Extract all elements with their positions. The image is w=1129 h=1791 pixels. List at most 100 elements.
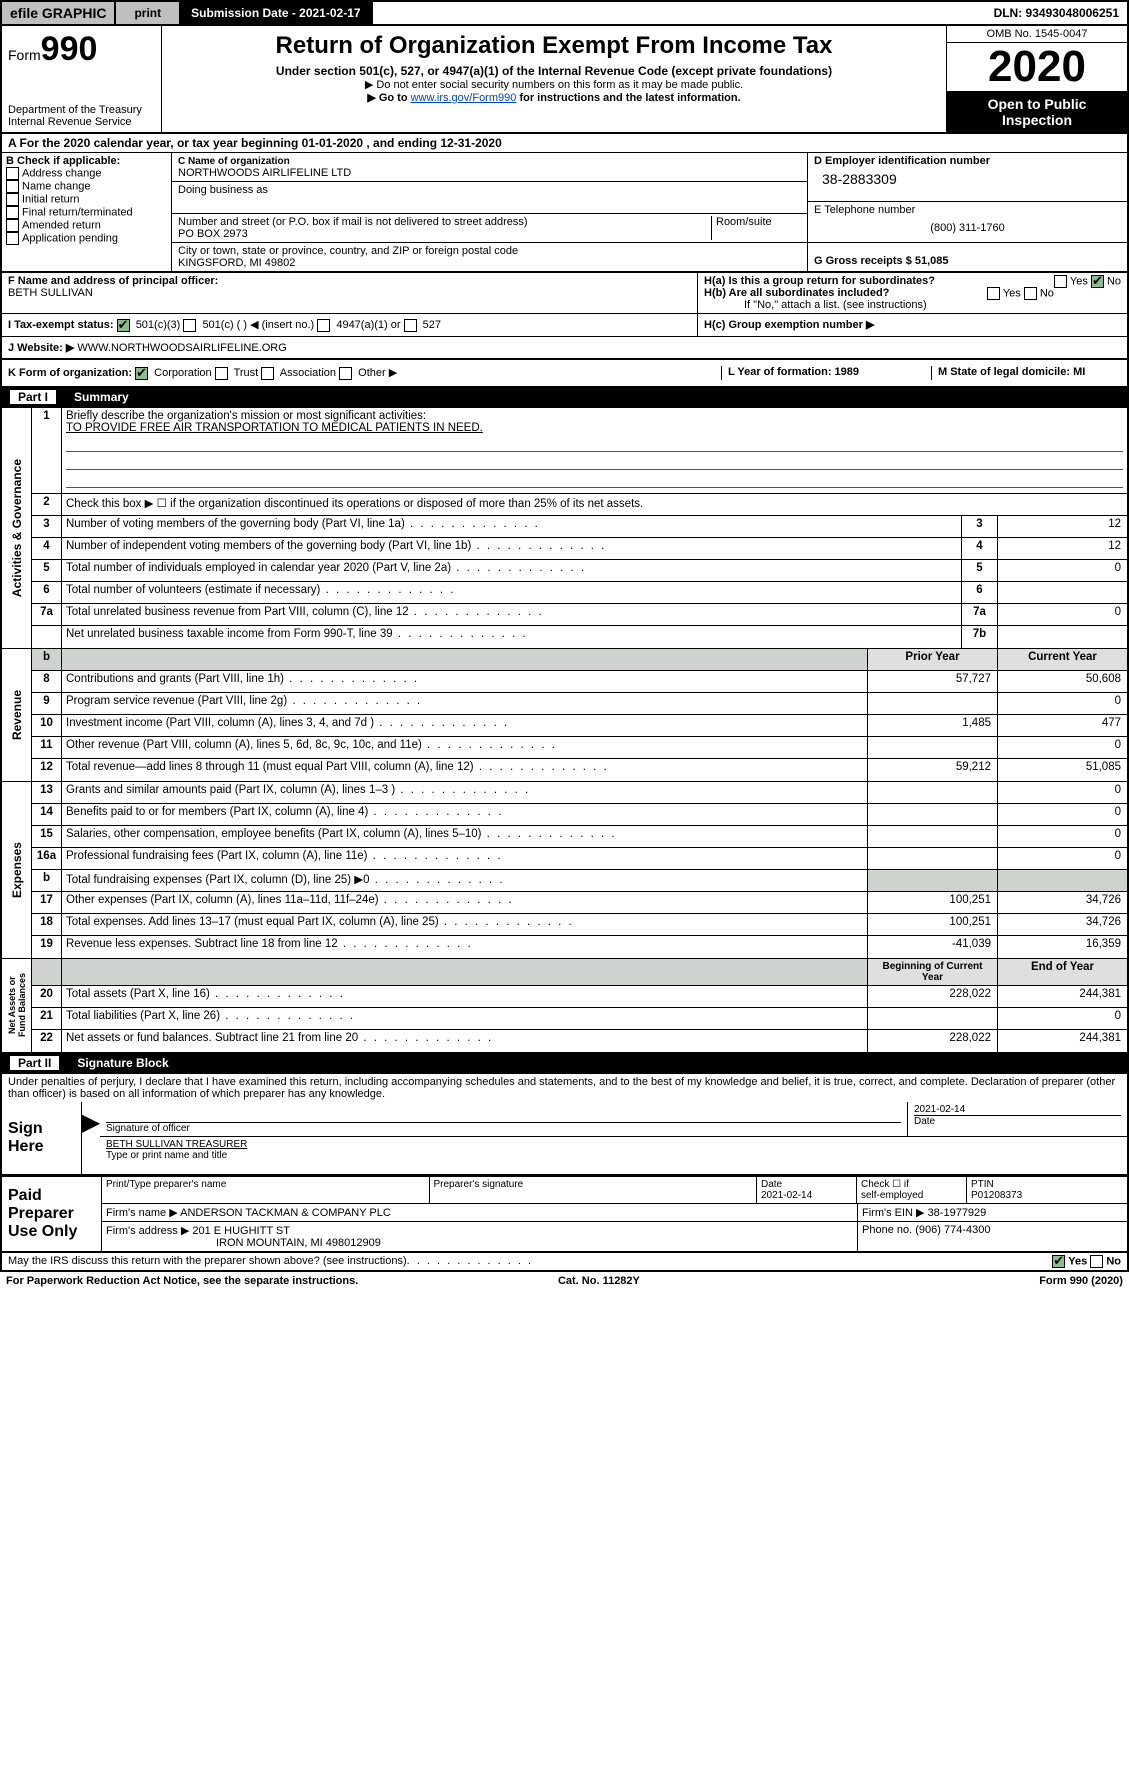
b-label: B Check if applicable: bbox=[6, 155, 120, 167]
firm-addr1: 201 E HUGHITT ST bbox=[192, 1225, 290, 1237]
chk-selfemp-lbl1: Check ☐ if bbox=[861, 1179, 909, 1190]
row-num: 8 bbox=[32, 671, 62, 692]
phone-lbl: Phone no. bbox=[862, 1224, 912, 1236]
sig-name-title: BETH SULLIVAN TREASURER bbox=[106, 1139, 1121, 1150]
open-public-2: Inspection bbox=[949, 112, 1125, 128]
chk-4947[interactable] bbox=[317, 319, 330, 332]
f-lbl: F Name and address of principal officer: bbox=[8, 275, 218, 287]
footer-line: For Paperwork Reduction Act Notice, see … bbox=[0, 1272, 1129, 1290]
row-current: 50,608 bbox=[997, 671, 1127, 692]
header-center: Return of Organization Exempt From Incom… bbox=[162, 26, 947, 132]
row-current: 477 bbox=[997, 715, 1127, 736]
paperwork-notice: For Paperwork Reduction Act Notice, see … bbox=[6, 1275, 358, 1287]
efile-label: efile GRAPHIC bbox=[2, 2, 116, 24]
c-name-lbl: C Name of organization bbox=[178, 156, 290, 167]
row-current: 0 bbox=[997, 1008, 1127, 1029]
row-num: 16a bbox=[32, 848, 62, 869]
hb-no[interactable] bbox=[1024, 287, 1037, 300]
row-prior bbox=[867, 782, 997, 803]
row-num: 4 bbox=[32, 538, 62, 559]
row-prior bbox=[867, 1008, 997, 1029]
sig-date-val: 2021-02-14 bbox=[914, 1104, 1121, 1115]
hdr-end-year: End of Year bbox=[997, 959, 1127, 985]
city-lbl: City or town, state or province, country… bbox=[178, 245, 518, 257]
tel-val: (800) 311-1760 bbox=[814, 216, 1121, 240]
row-num: 10 bbox=[32, 715, 62, 736]
chk-other[interactable] bbox=[339, 367, 352, 380]
row-current: 34,726 bbox=[997, 914, 1127, 935]
firm-ein-val: 38-1977929 bbox=[928, 1207, 987, 1219]
chk-amended[interactable] bbox=[6, 219, 19, 232]
row-current: 0 bbox=[997, 782, 1127, 803]
ha-yes[interactable] bbox=[1054, 275, 1067, 288]
chk-501c3[interactable] bbox=[117, 319, 130, 332]
row-box: 7a bbox=[961, 604, 997, 625]
row-prior bbox=[867, 693, 997, 714]
chk-name-change[interactable] bbox=[6, 180, 19, 193]
tax-period-row: A For the 2020 calendar year, or tax yea… bbox=[0, 134, 1129, 153]
row-num: 9 bbox=[32, 693, 62, 714]
website-val: WWW.NORTHWOODSAIRLIFELINE.ORG bbox=[77, 342, 286, 354]
chk-501c[interactable] bbox=[183, 319, 196, 332]
row-num: b bbox=[32, 870, 62, 891]
row-desc: Program service revenue (Part VIII, line… bbox=[62, 693, 867, 714]
row-current: 0 bbox=[997, 826, 1127, 847]
m-state: M State of legal domicile: MI bbox=[938, 366, 1085, 378]
row-desc: Net unrelated business taxable income fr… bbox=[62, 626, 961, 648]
row-num: 22 bbox=[32, 1030, 62, 1052]
row-val: 12 bbox=[997, 516, 1127, 537]
firm-ein-lbl: Firm's EIN ▶ bbox=[862, 1207, 925, 1219]
blank-line-1 bbox=[66, 437, 1123, 452]
part-ii-label: Part II bbox=[10, 1056, 59, 1070]
discuss-yes[interactable] bbox=[1052, 1255, 1065, 1268]
row1-num: 1 bbox=[32, 408, 62, 493]
part-i-label: Part I bbox=[10, 390, 56, 404]
chk-corp[interactable] bbox=[135, 367, 148, 380]
chk-final-return[interactable] bbox=[6, 206, 19, 219]
perjury-declaration: Under penalties of perjury, I declare th… bbox=[0, 1074, 1129, 1102]
city-val: KINGSFORD, MI 49802 bbox=[178, 257, 295, 269]
row-desc: Total revenue—add lines 8 through 11 (mu… bbox=[62, 759, 867, 781]
chk-app-pending[interactable] bbox=[6, 232, 19, 245]
row-box: 4 bbox=[961, 538, 997, 559]
ha-no[interactable] bbox=[1091, 275, 1104, 288]
row-desc: Total unrelated business revenue from Pa… bbox=[62, 604, 961, 625]
row-num: 13 bbox=[32, 782, 62, 803]
row-num: 11 bbox=[32, 737, 62, 758]
form-title: Return of Organization Exempt From Incom… bbox=[172, 32, 936, 60]
irs-link[interactable]: www.irs.gov/Form990 bbox=[411, 92, 517, 104]
chk-address-change[interactable] bbox=[6, 167, 19, 180]
row-num: 6 bbox=[32, 582, 62, 603]
row2-num: 2 bbox=[32, 494, 62, 515]
paid-preparer-block: Paid Preparer Use Only Print/Type prepar… bbox=[0, 1177, 1129, 1253]
hb-yes[interactable] bbox=[987, 287, 1000, 300]
row-desc: Other expenses (Part IX, column (A), lin… bbox=[62, 892, 867, 913]
col-d: D Employer identification number 38-2883… bbox=[807, 153, 1127, 271]
prep-sig-hdr: Preparer's signature bbox=[430, 1177, 758, 1203]
row-val: 0 bbox=[997, 560, 1127, 581]
sign-here-label: Sign Here bbox=[2, 1102, 82, 1174]
row-num bbox=[32, 626, 62, 648]
row-current: 0 bbox=[997, 848, 1127, 869]
discuss-label: May the IRS discuss this return with the… bbox=[8, 1255, 407, 1267]
chk-assoc[interactable] bbox=[261, 367, 274, 380]
firm-name-lbl: Firm's name ▶ bbox=[106, 1207, 178, 1219]
row-num: 19 bbox=[32, 936, 62, 958]
i-lbl: I Tax-exempt status: bbox=[8, 319, 114, 331]
discuss-no[interactable] bbox=[1090, 1255, 1103, 1268]
chk-trust[interactable] bbox=[215, 367, 228, 380]
row-current: 244,381 bbox=[997, 1030, 1127, 1052]
chk-527[interactable] bbox=[404, 319, 417, 332]
f-name: BETH SULLIVAN bbox=[8, 287, 93, 299]
col-b: B Check if applicable: Address change Na… bbox=[2, 153, 172, 271]
row-desc: Total liabilities (Part X, line 26) bbox=[62, 1008, 867, 1029]
row-current: 244,381 bbox=[997, 986, 1127, 1007]
row-prior: 57,727 bbox=[867, 671, 997, 692]
print-button[interactable]: print bbox=[116, 2, 181, 24]
part-i-header: Part I Summary bbox=[0, 388, 1129, 408]
chk-initial-return[interactable] bbox=[6, 193, 19, 206]
row-desc: Total fundraising expenses (Part IX, col… bbox=[62, 870, 867, 891]
vlabel-expenses: Expenses bbox=[8, 838, 26, 902]
blank-line-3 bbox=[66, 473, 1123, 488]
row-current: 16,359 bbox=[997, 936, 1127, 958]
